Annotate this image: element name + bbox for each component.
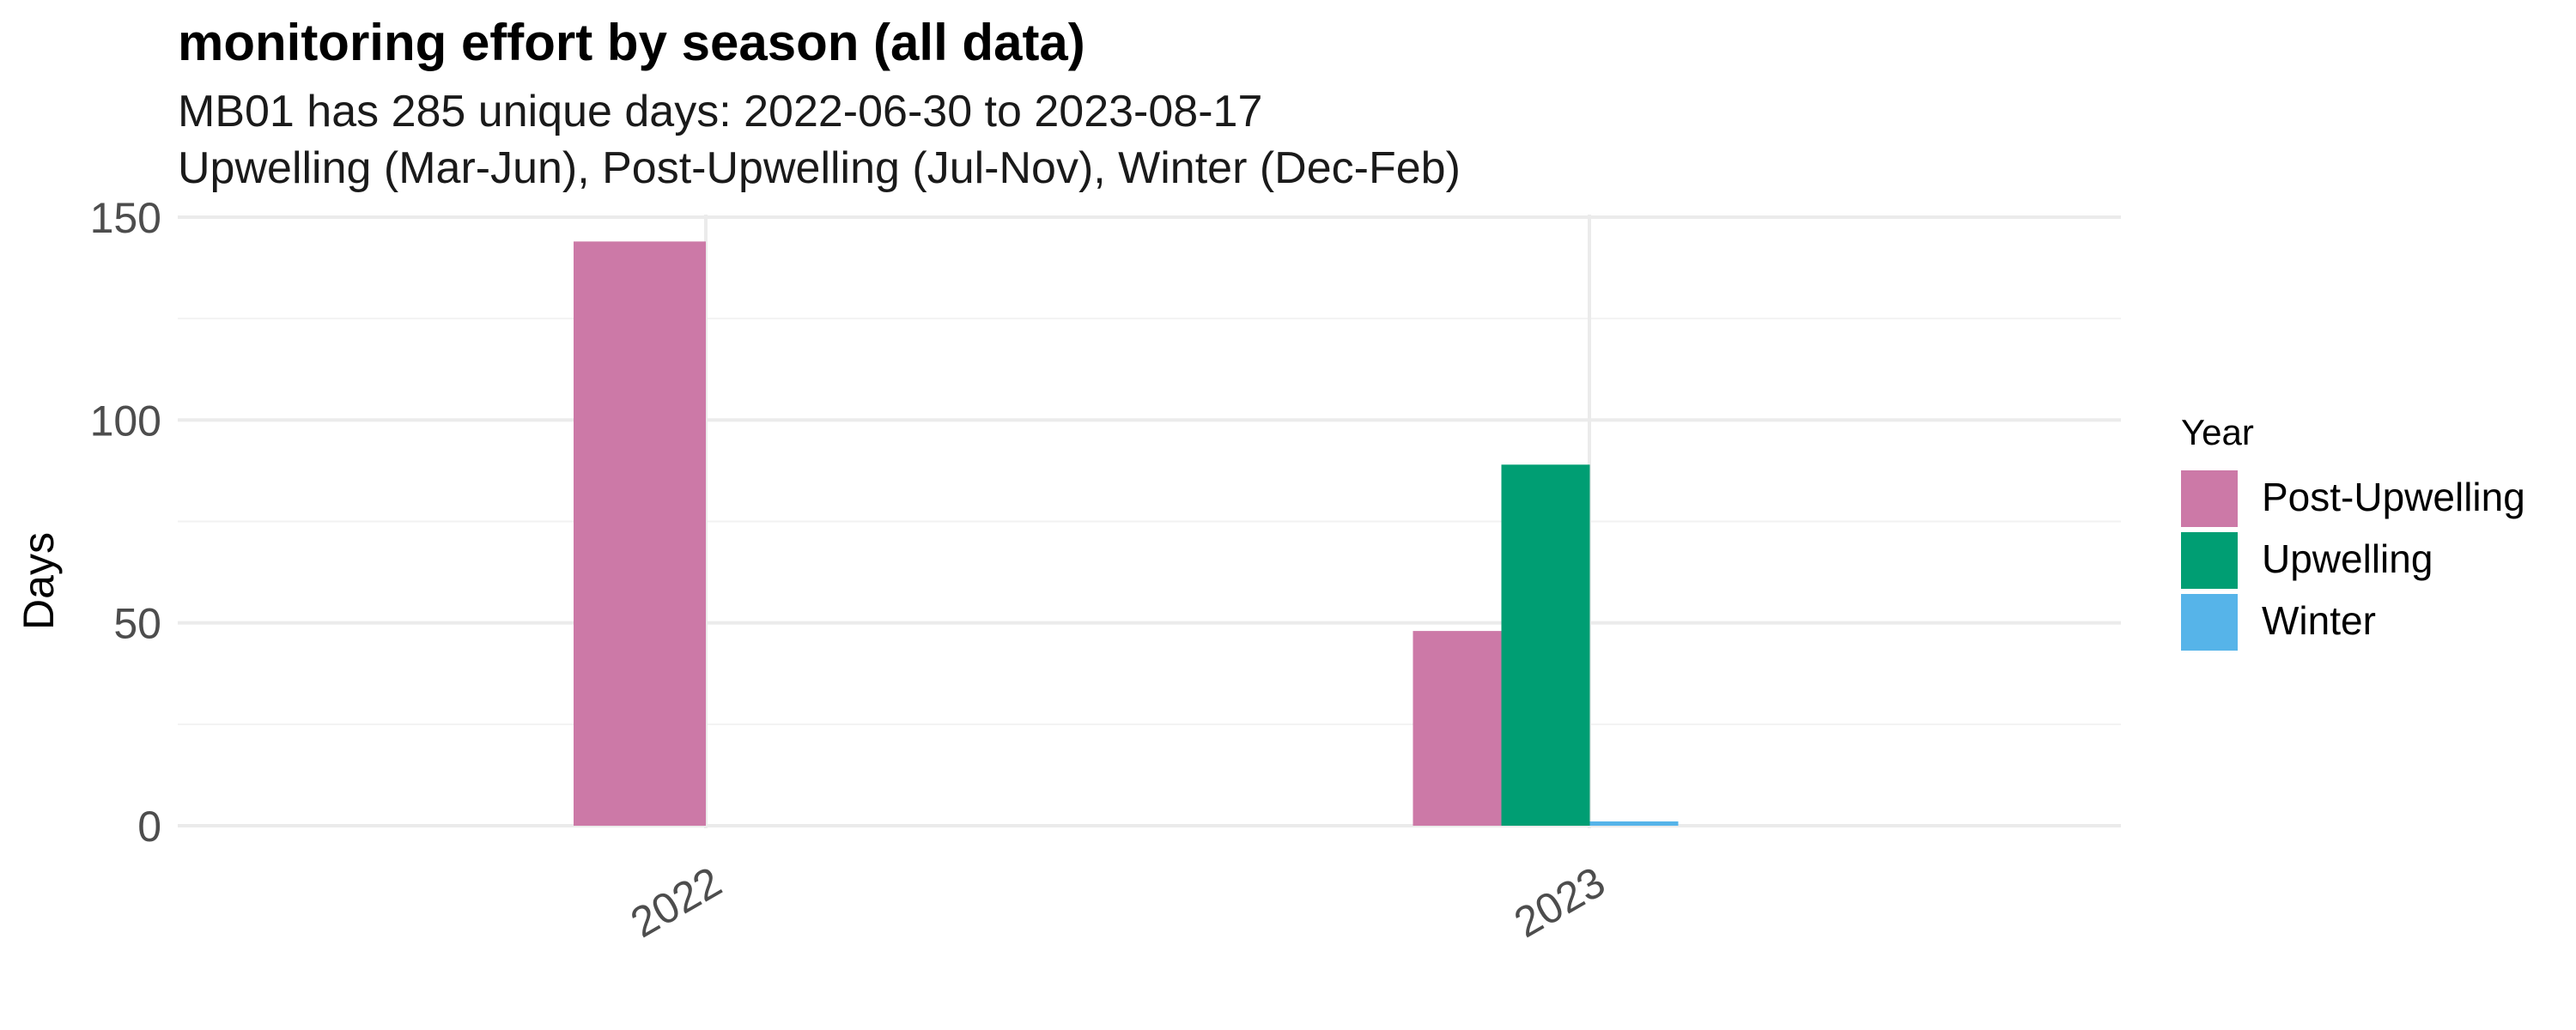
y-tick-label: 100 [90, 397, 161, 445]
legend-title: Year [2181, 412, 2254, 452]
chart-title: monitoring effort by season (all data) [178, 14, 1085, 71]
legend-label: Post-Upwelling [2262, 475, 2525, 519]
x-tick-label: 2022 [623, 857, 729, 947]
y-tick-label: 50 [113, 600, 161, 648]
chart-subtitle-line-2: Upwelling (Mar-Jun), Post-Upwelling (Jul… [178, 143, 1461, 193]
x-axis-ticks: 2022 2023 [623, 857, 1613, 947]
bar-post-upwelling-2023 [1413, 631, 1502, 826]
y-tick-label: 150 [90, 194, 161, 242]
y-axis-ticks: 0 50 100 150 [90, 194, 161, 851]
y-tick-label: 0 [137, 803, 161, 851]
bar-winter-2023 [1589, 821, 1679, 826]
legend: Year Post-Upwelling Upwelling Winter [2181, 412, 2525, 651]
bar-upwelling-2023 [1501, 464, 1590, 826]
legend-swatch [2181, 532, 2238, 589]
bar-post-upwelling-2022 [574, 241, 706, 826]
x-tick-label: 2023 [1506, 857, 1613, 947]
y-axis-title: Days [15, 532, 63, 630]
legend-swatch [2181, 594, 2238, 651]
chart-subtitle-line-1: MB01 has 285 unique days: 2022-06-30 to … [178, 87, 1262, 136]
legend-label: Winter [2262, 598, 2376, 643]
legend-label: Upwelling [2262, 536, 2433, 581]
plot-grid [178, 215, 2121, 828]
legend-swatch [2181, 470, 2238, 527]
bars-layer [574, 241, 1679, 826]
